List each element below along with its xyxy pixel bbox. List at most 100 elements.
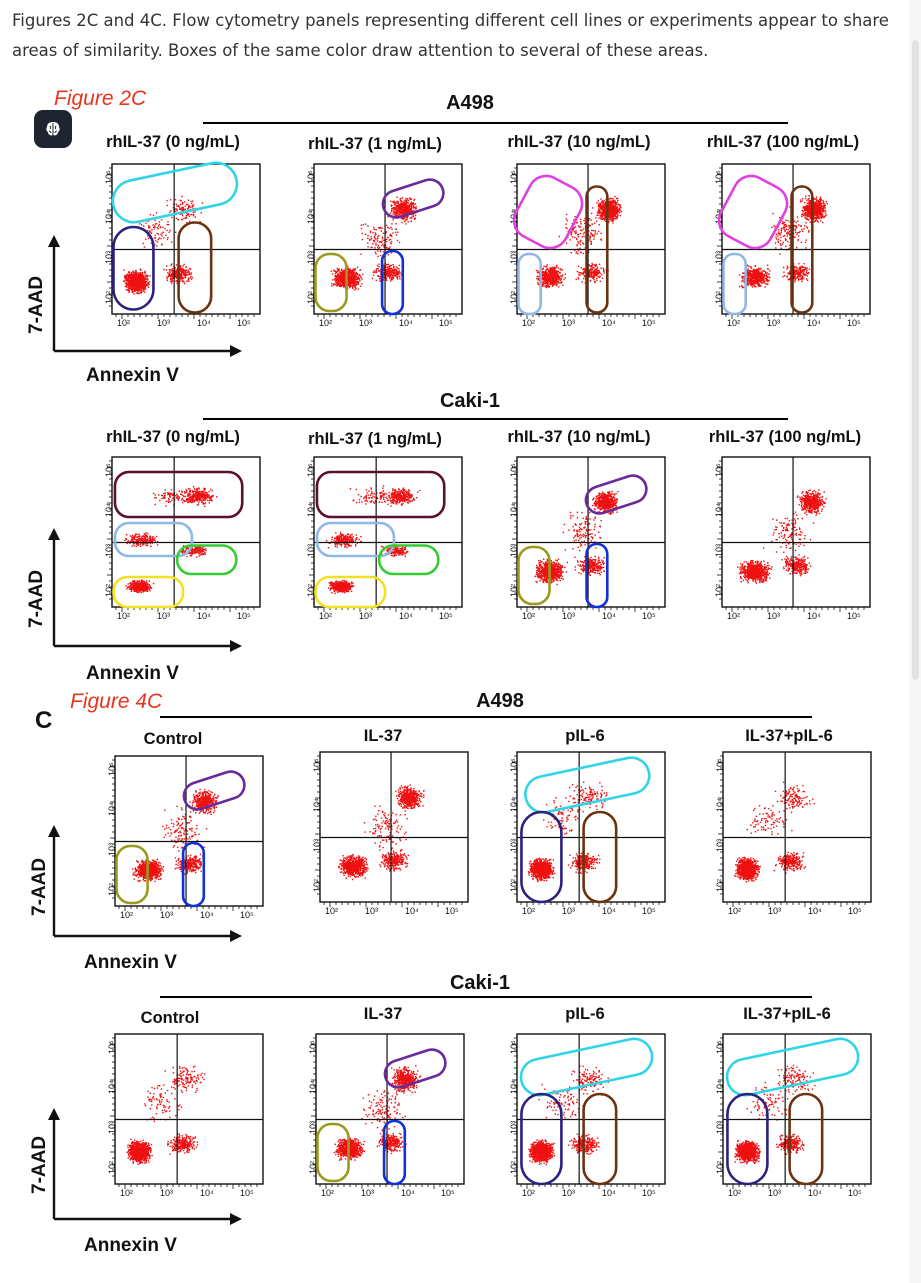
data-point	[334, 276, 336, 278]
data-point	[170, 241, 173, 243]
data-point	[194, 216, 196, 218]
scrollbar[interactable]	[909, 0, 921, 1283]
data-point	[754, 265, 757, 268]
data-point	[406, 208, 409, 210]
data-point	[576, 222, 578, 224]
data-point	[546, 281, 548, 283]
data-point	[390, 278, 392, 281]
data-point	[579, 226, 582, 228]
data-point	[351, 271, 354, 273]
data-point	[181, 274, 183, 276]
data-point	[175, 275, 177, 278]
data-point	[392, 219, 394, 221]
data-point	[546, 268, 549, 270]
scrollbar-thumb[interactable]	[912, 40, 919, 680]
data-point	[126, 283, 128, 286]
data-point	[556, 278, 559, 280]
data-point	[360, 253, 362, 255]
data-point	[166, 277, 168, 280]
data-point	[755, 271, 758, 273]
data-point	[377, 255, 379, 258]
data-point	[589, 276, 591, 278]
data-point	[356, 278, 358, 280]
data-point	[597, 230, 600, 233]
data-point	[128, 286, 130, 288]
data-point	[603, 270, 605, 272]
data-point	[593, 270, 595, 272]
data-point	[381, 244, 383, 247]
data-point	[154, 226, 156, 228]
data-point	[378, 227, 380, 229]
data-point	[570, 234, 572, 236]
data-point	[741, 279, 744, 281]
data-point	[394, 211, 397, 214]
data-point	[142, 290, 144, 292]
data-point	[382, 276, 385, 278]
x-tick-label: 10³	[562, 318, 575, 328]
data-point	[158, 223, 161, 226]
data-point	[148, 225, 150, 227]
data-point	[616, 197, 619, 199]
data-point	[189, 277, 191, 279]
data-point	[599, 208, 602, 210]
data-point	[584, 217, 586, 220]
data-point	[542, 281, 544, 283]
data-point	[141, 273, 143, 275]
data-point	[386, 271, 388, 273]
data-point	[181, 206, 183, 209]
data-point	[183, 281, 185, 283]
data-point	[165, 265, 168, 267]
data-point	[565, 218, 567, 220]
data-point	[403, 212, 405, 215]
data-point	[125, 280, 128, 282]
data-point	[339, 271, 341, 273]
data-point	[580, 229, 582, 231]
data-point	[560, 282, 562, 284]
data-point	[554, 284, 556, 286]
data-point	[397, 275, 399, 278]
data-point	[392, 207, 394, 209]
data-point	[592, 275, 594, 277]
data-point	[619, 205, 621, 207]
data-point	[558, 286, 560, 288]
data-point	[614, 195, 616, 198]
data-point	[406, 212, 408, 214]
data-point	[610, 215, 612, 218]
data-point	[609, 210, 611, 212]
data-point	[414, 203, 417, 205]
x-tick-label: 10⁴	[197, 318, 211, 328]
data-point	[557, 267, 560, 269]
data-point	[132, 283, 135, 285]
data-point	[752, 274, 754, 276]
data-point	[392, 276, 394, 279]
data-point	[592, 229, 594, 232]
data-point	[554, 282, 557, 284]
data-point	[547, 274, 549, 277]
data-point	[583, 231, 585, 234]
data-point	[618, 212, 621, 214]
data-point	[739, 285, 741, 288]
data-point	[183, 271, 185, 274]
data-point	[747, 269, 749, 272]
data-point	[766, 268, 769, 270]
data-point	[389, 276, 391, 278]
data-point	[389, 265, 391, 268]
data-point	[614, 201, 617, 204]
data-point	[340, 278, 342, 281]
data-point	[179, 203, 182, 206]
data-point	[752, 282, 754, 284]
data-point	[183, 274, 185, 276]
brain-button[interactable]	[34, 110, 72, 148]
data-point	[588, 271, 590, 273]
data-point	[602, 269, 605, 271]
data-point	[126, 284, 128, 286]
data-point	[600, 203, 602, 205]
data-point	[134, 280, 136, 282]
data-point	[347, 277, 350, 279]
data-point	[766, 264, 769, 266]
data-point	[354, 284, 356, 287]
data-point	[355, 276, 357, 278]
data-point	[348, 280, 351, 282]
data-point	[412, 205, 415, 207]
data-point	[406, 203, 408, 206]
